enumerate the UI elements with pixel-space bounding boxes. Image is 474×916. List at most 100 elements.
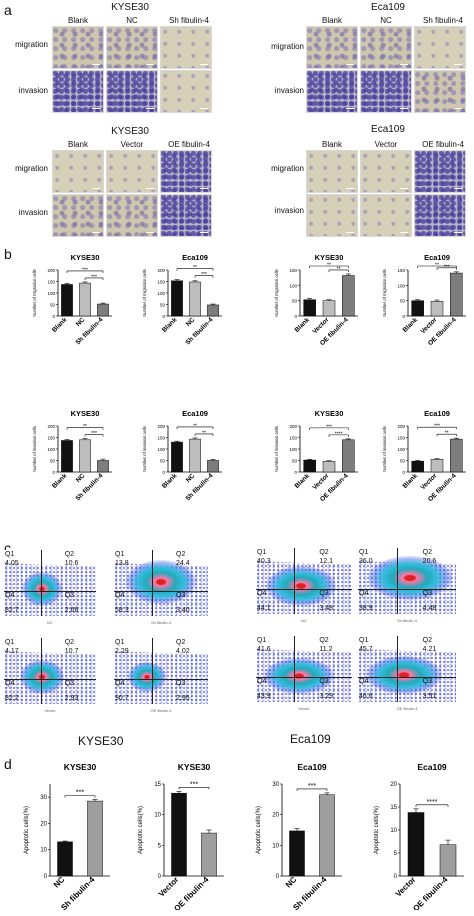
y-tick-label: 5: [394, 851, 398, 857]
quadrant-v3: 3.48: [319, 605, 333, 612]
column-header: NC: [380, 16, 392, 25]
density-cluster: [264, 658, 334, 694]
quadrant-q4: Q4: [257, 590, 267, 598]
row-header: invasion: [274, 206, 304, 215]
y-tick-label: 15: [390, 805, 397, 811]
quadrant-v2: 4.21: [422, 646, 437, 653]
column-header: Blank: [321, 16, 342, 25]
column-header: Vector: [374, 140, 398, 149]
bar: [411, 300, 424, 317]
y-tick-label: 200: [157, 268, 165, 273]
quadrant-v2: 4.02: [176, 648, 190, 655]
bar-chart-mig-eca109-sh: Eca109 Number of migration cells 0 50 100 150…: [142, 253, 222, 346]
quadrant-q3: Q3: [176, 680, 186, 688]
x-tick-label: NC: [52, 875, 67, 890]
panel-b-label: b: [4, 246, 12, 262]
y-tick-label: 150: [47, 436, 55, 441]
y-tick-label: 150: [47, 280, 55, 285]
micrograph: [360, 26, 412, 69]
y-axis-label: Number of migration cells: [32, 269, 37, 316]
y-tick-label: 100: [157, 447, 165, 452]
x-tick-label: OE fibulin-4: [411, 875, 449, 910]
y-tick-label: 0: [294, 314, 297, 319]
quadrant-v1: 36.0: [359, 558, 373, 565]
flow-plot: Q1 13.8 Q2 24.4 Q4 58.3 Q3 3.40: [114, 550, 208, 616]
chart-title: KYSE30: [71, 409, 100, 418]
y-tick-label: 0: [158, 874, 162, 880]
significance-label: ***: [91, 431, 97, 437]
y-tick-label: 0: [394, 874, 398, 880]
chart-title: KYSE30: [315, 253, 344, 262]
y-tick-label: 50: [50, 459, 56, 464]
row-header: invasion: [274, 86, 304, 95]
bar: [207, 304, 219, 317]
row-header: migration: [15, 164, 48, 173]
quadrant-v3: 2.95: [176, 695, 190, 702]
quadrant-q3: Q3: [319, 590, 329, 598]
significance-label: ***: [201, 272, 207, 278]
significance-label: **: [83, 424, 87, 430]
significance-label: ***: [308, 783, 316, 790]
quadrant-v1: 4.17: [5, 648, 19, 655]
y-tick-label: 100: [397, 283, 405, 288]
quadrant-q1: Q1: [257, 637, 267, 644]
panel-a-group-eca109-sh: Eca109 Blank NC Sh fibulin-4 migration i…: [258, 0, 474, 115]
y-tick-label: 15: [154, 782, 161, 788]
quadrant-v2: 20.6: [422, 558, 437, 565]
y-axis-label: Apoptotic cells(%): [256, 806, 262, 854]
chart-title: Eca109: [182, 409, 208, 418]
significance-label: ****: [335, 431, 343, 437]
density-cluster: [20, 660, 64, 694]
significance-label: ***: [76, 790, 84, 797]
y-tick-label: 5: [158, 843, 162, 849]
flow-plot-caption: Sh fibulin-4: [150, 620, 171, 625]
y-tick-label: 0: [402, 470, 405, 475]
y-tick-label: 50: [400, 299, 406, 304]
chart-title: KYSE30: [178, 762, 211, 772]
quadrant-v3: 3.40: [176, 607, 190, 614]
column-header: Blank: [67, 16, 88, 25]
quadrant-v2: 11.2: [319, 646, 333, 653]
quadrant-q4: Q4: [5, 592, 15, 600]
column-header: Vector: [120, 140, 144, 149]
y-tick-label: 30: [272, 782, 279, 788]
y-tick-label: 150: [289, 436, 297, 441]
bar: [57, 841, 73, 877]
y-tick-label: 20: [40, 821, 47, 827]
group-title: KYSE30: [111, 2, 149, 13]
bar: [319, 794, 335, 877]
significance-label: ***: [444, 264, 450, 270]
bar: [430, 301, 444, 317]
micrograph: [414, 150, 466, 193]
quadrant-gate-horizontal: [358, 677, 456, 678]
y-tick-label: 0: [162, 314, 165, 319]
quadrant-v2: 10.7: [64, 648, 79, 655]
y-tick-label: 100: [289, 283, 297, 288]
quadrant-q2: Q2: [319, 637, 329, 644]
quadrant-v1: 41.6: [257, 646, 271, 653]
quadrant-v4: 90.7: [115, 695, 129, 702]
quadrant-gate-vertical: [294, 548, 295, 614]
bar: [322, 300, 336, 317]
column-header: NC: [126, 16, 138, 25]
y-tick-label: 100: [289, 447, 297, 452]
flow-plot: Q1 2.29 Q2 4.02 Q4 90.7 Q3 2.95: [114, 638, 208, 704]
significance-label: **: [193, 423, 197, 429]
panel-c-label: c: [4, 540, 11, 556]
quadrant-gate-horizontal: [4, 591, 96, 592]
micrograph: [106, 150, 158, 193]
chart-title: KYSE30: [315, 409, 344, 418]
micrograph: [360, 194, 412, 237]
y-tick-label: 20: [390, 782, 397, 788]
y-tick-label: 100: [397, 447, 405, 452]
flow-plot-caption: OE fibulin-4: [396, 706, 418, 711]
quadrant-q2: Q2: [422, 549, 433, 556]
quadrant-q2: Q2: [64, 551, 75, 558]
y-axis-label: Apoptotic cells(%): [138, 806, 144, 854]
quadrant-v2: 12.1: [319, 558, 333, 565]
density-cluster: [366, 656, 442, 694]
y-tick-label: 30: [40, 795, 47, 801]
y-axis-label: Number of migration cells: [382, 269, 387, 316]
quadrant-v4: 44.1: [257, 605, 271, 612]
